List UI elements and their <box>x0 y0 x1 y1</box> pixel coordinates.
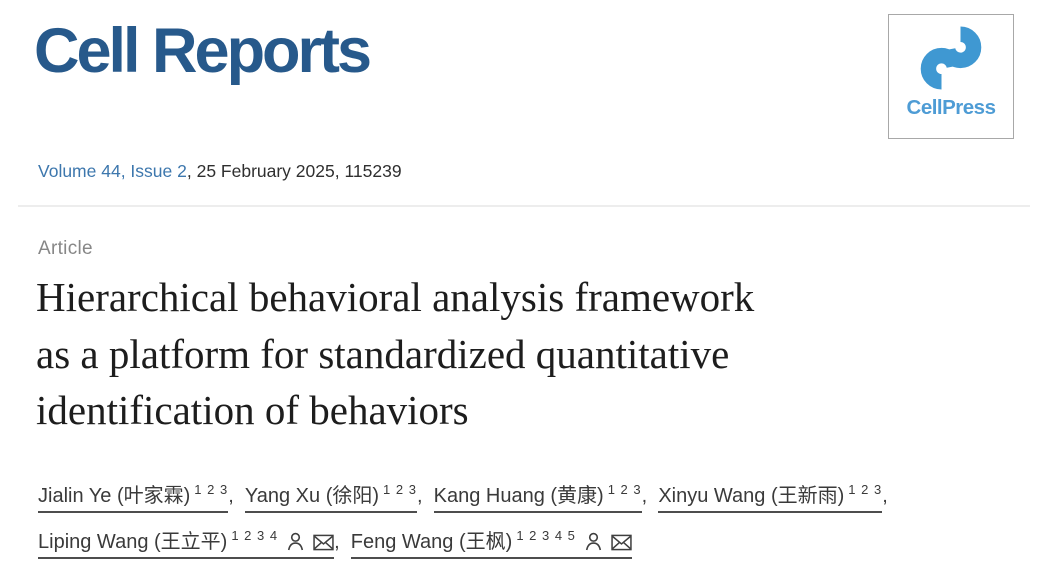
author-list: Jialin Ye (叶家霖) 1 2 3, Yang Xu (徐阳) 1 2 3,… <box>34 479 1014 559</box>
article-type-label: Article <box>38 238 93 259</box>
envelope-icon[interactable] <box>611 534 632 551</box>
author-affiliation-numbers: 1 2 3 4 5 <box>516 528 576 544</box>
author-entry: Jialin Ye (叶家霖) 1 2 3, <box>38 483 240 513</box>
author-separator: , <box>641 484 653 507</box>
author-link[interactable]: Kang Huang (黄康) 1 2 3 <box>433 479 642 513</box>
author-link[interactable]: Xinyu Wang (王新雨) 1 2 3 <box>658 479 883 513</box>
cellpress-mark-icon <box>913 20 989 96</box>
author-name: Jialin Ye (叶家霖) <box>38 484 191 507</box>
issue-link[interactable]: Volume 44, Issue 2 <box>38 161 187 181</box>
author-name: Feng Wang (王枫) <box>350 530 513 553</box>
author-affiliation-numbers: 1 2 3 <box>194 482 229 498</box>
author-affiliation-numbers: 1 2 3 <box>848 482 883 498</box>
author-separator: , <box>228 484 240 507</box>
person-outline-icon[interactable] <box>287 532 304 551</box>
author-name: Liping Wang (王立平) <box>38 530 228 553</box>
author-link[interactable]: Jialin Ye (叶家霖) 1 2 3 <box>38 479 229 513</box>
person-outline-icon[interactable] <box>585 532 602 551</box>
author-entry: Xinyu Wang (王新雨) 1 2 3, <box>658 483 888 513</box>
author-line: Liping Wang (王立平) 1 2 3 4, Feng Wang (王枫)… <box>38 525 1014 559</box>
author-entry: Yang Xu (徐阳) 1 2 3, <box>244 483 429 513</box>
author-affiliation-numbers: 1 2 3 4 <box>231 528 279 544</box>
author-separator: , <box>416 484 429 507</box>
author-affiliation-numbers: 1 2 3 <box>607 482 642 498</box>
author-name: Kang Huang (黄康) <box>433 484 604 507</box>
masthead: Cell Reports CellPress <box>34 14 1014 146</box>
cellpress-logo-text: CellPress <box>906 96 996 119</box>
article-header-page: Cell Reports CellPress Volume 44, Issue … <box>18 14 1030 559</box>
envelope-icon[interactable] <box>313 534 334 551</box>
title-line-1: Hierarchical behavioral analysis framewo… <box>36 274 755 320</box>
article-title: Hierarchical behavioral analysis framewo… <box>34 269 1014 439</box>
section-divider <box>18 205 1030 207</box>
author-link[interactable]: Feng Wang (王枫) 1 2 3 4 5 <box>350 525 632 559</box>
author-affiliation-numbers: 1 2 3 <box>383 482 417 498</box>
author-link[interactable]: Liping Wang (王立平) 1 2 3 4 <box>38 525 335 559</box>
author-separator: , <box>334 530 346 553</box>
title-line-3: identification of behaviors <box>36 387 469 434</box>
author-entry: Kang Huang (黄康) 1 2 3, <box>433 483 653 513</box>
citation-date-and-id: , 25 February 2025, 115239 <box>186 161 402 181</box>
author-entry: Feng Wang (王枫) 1 2 3 4 5 <box>350 529 632 559</box>
citation-line: Volume 44, Issue 2, 25 February 2025, 11… <box>34 161 1014 182</box>
author-entry: Liping Wang (王立平) 1 2 3 4, <box>38 529 346 559</box>
author-name: Xinyu Wang (王新雨) <box>658 484 845 507</box>
author-name: Yang Xu (徐阳) <box>244 484 380 507</box>
journal-logo[interactable]: Cell Reports <box>34 16 372 86</box>
author-separator: , <box>882 484 888 507</box>
title-line-2: as a platform for standardized quantitat… <box>36 330 730 377</box>
author-line: Jialin Ye (叶家霖) 1 2 3, Yang Xu (徐阳) 1 2 3,… <box>38 479 1014 513</box>
author-link[interactable]: Yang Xu (徐阳) 1 2 3 <box>244 479 417 513</box>
cellpress-logo[interactable]: CellPress <box>888 14 1014 139</box>
